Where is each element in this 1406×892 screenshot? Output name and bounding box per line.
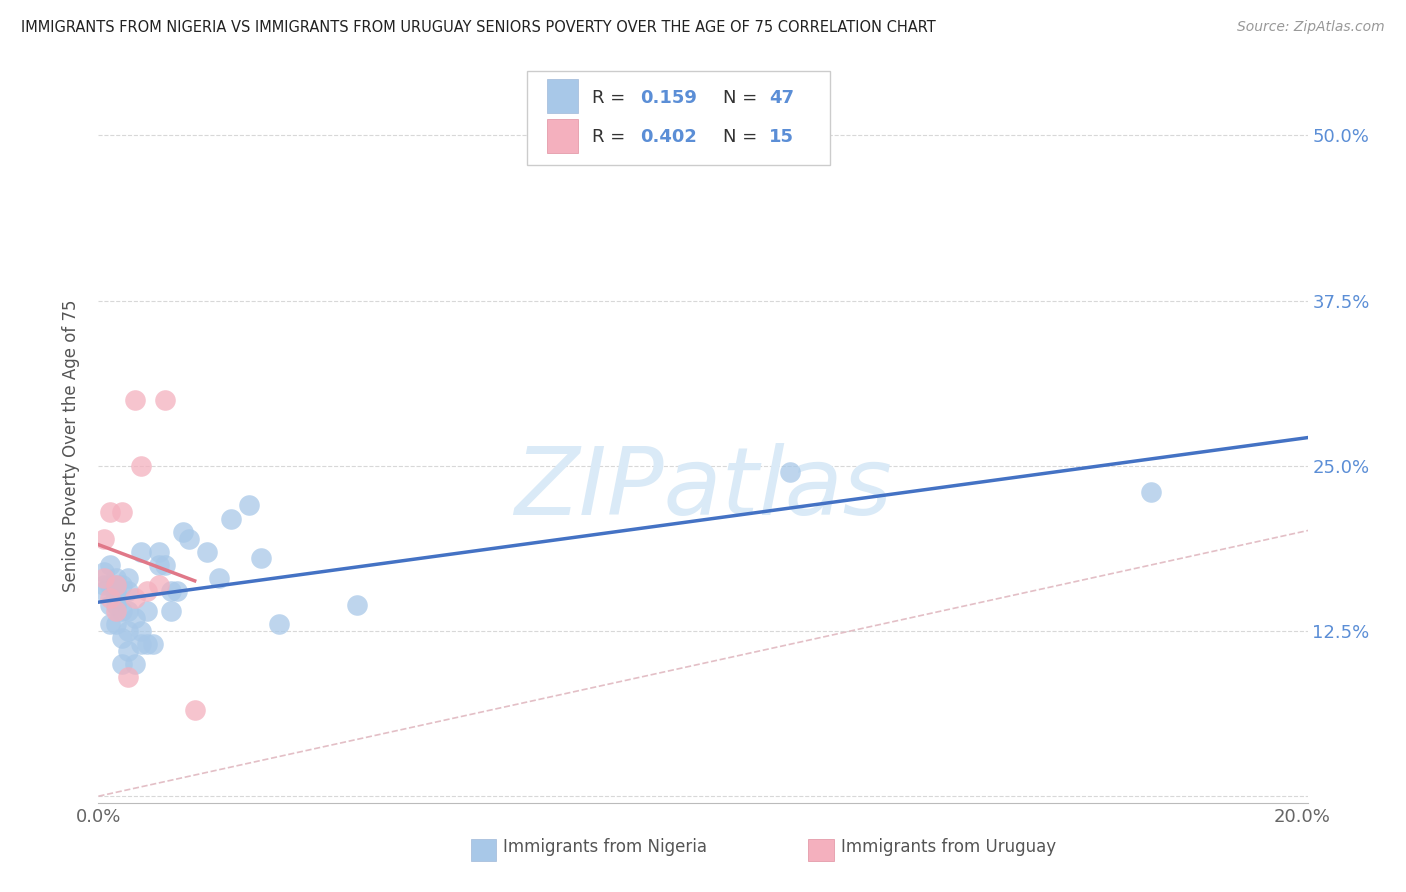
Point [124, 657, 146, 671]
Point [129, 624, 152, 638]
Point [93, 571, 115, 585]
Text: N =: N = [723, 89, 762, 107]
Text: ZIPatlas: ZIPatlas [515, 443, 891, 534]
Text: Immigrants from Nigeria: Immigrants from Nigeria [503, 838, 707, 855]
Text: N =: N = [723, 128, 762, 146]
Point [153, 558, 176, 572]
Point [183, 703, 205, 717]
Point [129, 545, 152, 559]
Point [208, 571, 231, 585]
Point [100, 591, 122, 605]
Point [124, 591, 146, 605]
Point [238, 499, 260, 513]
Point [100, 505, 122, 519]
Point [100, 598, 122, 612]
Point [100, 578, 122, 592]
Point [129, 458, 152, 473]
Point [124, 392, 146, 407]
Point [250, 551, 273, 566]
Point [105, 584, 128, 599]
Point [124, 611, 146, 625]
Point [177, 532, 200, 546]
Point [142, 637, 165, 651]
Point [219, 511, 242, 525]
Point [135, 637, 157, 651]
Point [117, 571, 139, 585]
Text: 0.402: 0.402 [640, 128, 696, 146]
Point [148, 558, 170, 572]
Point [166, 584, 188, 599]
Point [93, 578, 115, 592]
Point [148, 578, 170, 592]
Point [117, 624, 139, 638]
Point [267, 617, 290, 632]
Y-axis label: Seniors Poverty Over the Age of 75: Seniors Poverty Over the Age of 75 [62, 300, 80, 592]
Point [105, 591, 128, 605]
Point [1140, 485, 1163, 500]
Point [111, 578, 134, 592]
Point [93, 532, 115, 546]
Point [117, 604, 139, 618]
Point [93, 565, 115, 579]
Text: 15: 15 [769, 128, 794, 146]
Point [346, 598, 368, 612]
Text: IMMIGRANTS FROM NIGERIA VS IMMIGRANTS FROM URUGUAY SENIORS POVERTY OVER THE AGE : IMMIGRANTS FROM NIGERIA VS IMMIGRANTS FR… [21, 20, 936, 35]
Point [105, 617, 128, 632]
Point [135, 604, 157, 618]
Point [129, 637, 152, 651]
Point [105, 604, 128, 618]
Point [100, 558, 122, 572]
Point [159, 604, 181, 618]
Point [111, 505, 134, 519]
Text: 47: 47 [769, 89, 794, 107]
Point [105, 578, 128, 592]
Point [172, 524, 194, 539]
Point [105, 571, 128, 585]
Point [135, 584, 157, 599]
Text: 0.159: 0.159 [640, 89, 696, 107]
Point [111, 631, 134, 645]
Point [195, 545, 218, 559]
Point [105, 578, 128, 592]
Text: R =: R = [592, 89, 637, 107]
Point [111, 657, 134, 671]
Point [105, 598, 128, 612]
Point [117, 644, 139, 658]
Text: Source: ZipAtlas.com: Source: ZipAtlas.com [1237, 20, 1385, 34]
Point [148, 545, 170, 559]
Point [153, 392, 176, 407]
Text: R =: R = [592, 128, 637, 146]
Point [159, 584, 181, 599]
Point [111, 604, 134, 618]
Point [100, 617, 122, 632]
Point [117, 584, 139, 599]
Point [779, 466, 801, 480]
Point [117, 670, 139, 684]
Text: Immigrants from Uruguay: Immigrants from Uruguay [841, 838, 1056, 855]
Point [93, 584, 115, 599]
